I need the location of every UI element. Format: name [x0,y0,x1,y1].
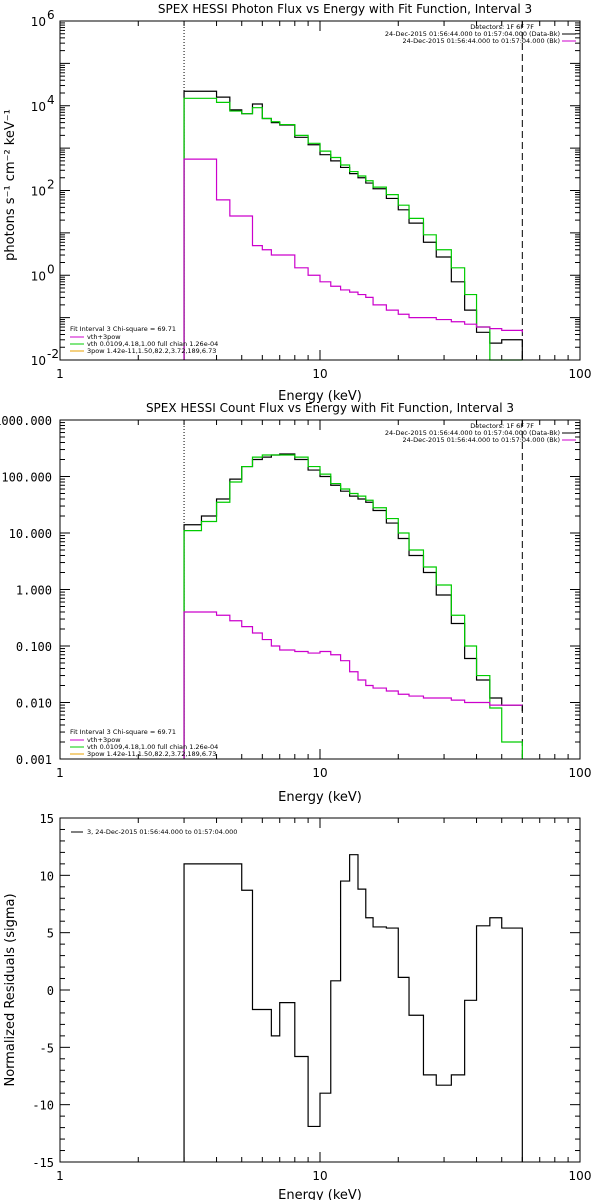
x-axis-label: Energy (keV) [278,790,362,805]
x-tick-labels: 1 10 100 [56,1169,591,1183]
chart-title: SPEX HESSI Count Flux vs Energy with Fit… [146,401,514,415]
y-tick-labels: 0.001 0.010 0.100 1.000 10.000 100.000 1000.00… [0,414,52,767]
photon-flux-panel: SPEX HESSI Photon Flux vs Energy with Fi… [3,2,591,404]
legend-entry: vth+3pow [87,736,121,744]
x-tick-label: 100 [569,367,592,381]
legend-entry: vth 0.0109,4.18,1.00 full chian 1.26e-04 [87,340,218,348]
series-line-1 [183,97,523,361]
y-tick-label: 10 [31,354,46,368]
y-tick-label: 0.010 [16,697,52,711]
legend-entry: 24-Dec-2015 01:56:44.000 to 01:57:04.000… [403,436,561,444]
legend-header: Detectors: 1F 6F 7F [470,422,534,430]
residuals-panel: Normalized Residuals (sigma) -15 -10 -5 0 5 1… [3,812,591,1200]
legend-entry: 3pow 1.42e-11,1.50,82.2,3.72,189,6.73 [87,750,216,758]
y-axis-label: Normalized Residuals (sigma) [3,893,18,1086]
legend-entry: 3pow 1.42e-11,1.50,82.2,3.72,189,6.73 [87,347,216,355]
legend-entry: vth+3pow [87,333,121,341]
y-tick-label: 10 [31,269,46,283]
x-tick-label: 100 [569,1169,592,1183]
plot-area [59,817,580,1163]
y-tick-label: 0.001 [16,753,52,767]
legend: 3, 24-Dec-2015 01:56:44.000 to 01:57:04.… [71,828,237,836]
y-tick-label: 1.000 [16,584,52,598]
y-tick-label: -15 [32,1156,54,1170]
x-tick-label: 10 [312,1169,327,1183]
legend-bottom: Fit Interval 3 Chi-square = 69.71 vth+3p… [70,728,218,758]
legend-bottom: Fit Interval 3 Chi-square = 69.71 vth+3p… [70,325,218,355]
legend-header: Fit Interval 3 Chi-square = 69.71 [70,325,176,333]
y-tick-label: -10 [32,1099,54,1113]
legend-top: Detectors: 1F 6F 7F 24-Dec-2015 01:56:44… [385,23,576,45]
y-tick-label: 5 [47,927,54,941]
y-axis-label: photons s⁻¹ cm⁻² keV⁻¹ [3,109,18,261]
plot-frame [59,419,581,760]
y-tick-label: 0.100 [16,640,52,654]
plot-frame [59,20,581,361]
y-tick-exponent: -2 [47,347,59,361]
y-tick-label: 100.000 [1,471,52,485]
y-tick-label: 1000.000 [0,414,52,428]
x-tick-label: 1 [56,766,64,780]
legend-header: Fit Interval 3 Chi-square = 69.71 [70,728,176,736]
x-axis-label: Energy (keV) [278,389,362,404]
y-tick-label: 15 [40,812,54,826]
series-line-1 [183,454,523,759]
y-tick-labels: -15 -10 -5 0 5 10 15 [32,812,54,1170]
series-line-0 [183,854,523,1162]
series-line-0 [183,453,523,759]
y-tick-label: -5 [40,1041,54,1055]
x-tick-label: 1 [56,1169,64,1183]
plot-area [59,21,580,361]
x-tick-label: 10 [312,367,327,381]
plot-area [59,420,580,760]
legend-entry: 3, 24-Dec-2015 01:56:44.000 to 01:57:04.… [87,828,237,836]
count-flux-panel: SPEX HESSI Count Flux vs Energy with Fit… [0,401,591,805]
legend-entry: 24-Dec-2015 01:56:44.000 to 01:57:04.000… [385,429,560,437]
legend-top: Detectors: 1F 6F 7F 24-Dec-2015 01:56:44… [385,422,576,444]
x-tick-label: 1 [56,367,64,381]
x-axis-label: Energy (keV) [278,1188,362,1200]
y-tick-label: 10 [31,15,46,29]
series-line-2 [183,611,523,759]
series-line-0 [183,90,523,360]
legend-header: Detectors: 1F 6F 7F [470,23,534,31]
y-tick-label: 10 [31,185,46,199]
x-tick-label: 10 [312,766,327,780]
y-tick-label: 10 [31,100,46,114]
legend-entry: 24-Dec-2015 01:56:44.000 to 01:57:04.000… [403,37,561,45]
y-tick-label: 10.000 [9,527,52,541]
y-tick-label: 0 [47,984,54,998]
y-tick-exponent: 6 [47,8,55,22]
chart-title: SPEX HESSI Photon Flux vs Energy with Fi… [158,2,532,16]
y-tick-exponent: 0 [47,262,55,276]
legend-entry: 24-Dec-2015 01:56:44.000 to 01:57:04.000… [385,30,560,38]
x-tick-label: 100 [569,766,592,780]
series-line-2 [183,158,523,360]
y-tick-label: 10 [40,869,54,883]
x-tick-labels: 1 10 100 [56,367,591,381]
legend-entry: vth 0.0109,4.18,1.00 full chian 1.26e-04 [87,743,218,751]
y-tick-exponent: 4 [47,93,55,107]
y-tick-exponent: 2 [47,178,55,192]
plot-frame [59,817,581,1163]
x-tick-labels: 1 10 100 [56,766,591,780]
